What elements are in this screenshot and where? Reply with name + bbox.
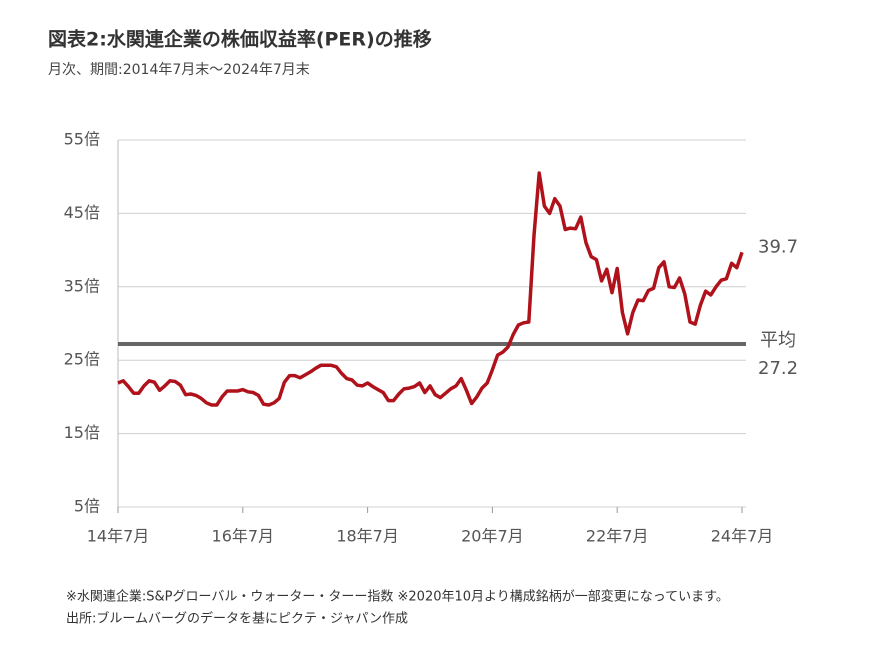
end-value-label: 39.7: [758, 236, 798, 257]
average-label: 平均: [760, 330, 796, 351]
x-tick-label: 14年7月: [87, 527, 150, 546]
x-tick-label: 18年7月: [336, 527, 399, 546]
footnote: ※水関連企業:S&Pグローバル・ウォーター・ターー指数 ※2020年10月より構…: [66, 589, 729, 605]
source: 出所:ブルームバーグのデータを基にピクテ・ジャパン作成: [66, 611, 408, 627]
x-tick-label: 20年7月: [461, 527, 524, 546]
line-series: [117, 171, 744, 407]
average-value: 27.2: [758, 358, 798, 379]
chart-subtitle: 月次、期間:2014年7月末～2024年7月末: [48, 62, 310, 78]
y-tick-label: 45倍: [64, 203, 100, 222]
y-tick-label: 35倍: [64, 276, 100, 295]
x-tick-label: 24年7月: [711, 527, 774, 546]
chart-title: 図表2:水関連企業の株価収益率(PER)の推移: [48, 28, 432, 51]
x-tick-label: 22年7月: [586, 527, 649, 546]
y-tick-label: 25倍: [64, 350, 100, 369]
y-tick-label: 5倍: [74, 497, 100, 516]
x-tick-label: 16年7月: [212, 527, 275, 546]
y-tick-label: 15倍: [64, 423, 100, 442]
y-tick-label: 55倍: [64, 130, 100, 149]
